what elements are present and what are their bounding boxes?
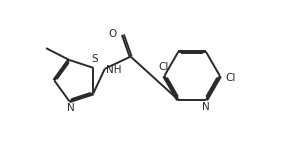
Text: Cl: Cl bbox=[158, 62, 169, 72]
Text: S: S bbox=[91, 54, 98, 64]
Text: N: N bbox=[202, 102, 210, 112]
Text: NH: NH bbox=[106, 65, 122, 75]
Text: Cl: Cl bbox=[225, 73, 235, 83]
Text: O: O bbox=[109, 28, 117, 38]
Text: N: N bbox=[67, 103, 74, 113]
